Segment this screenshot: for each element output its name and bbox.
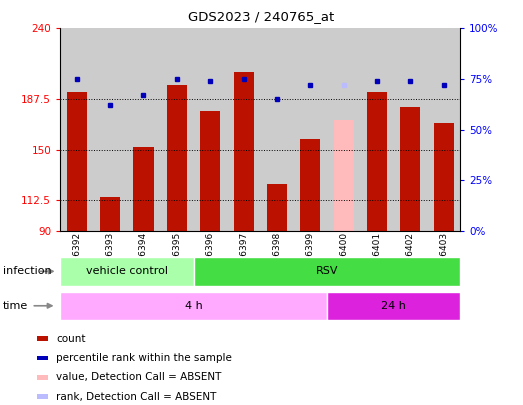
Bar	[227, 28, 260, 231]
Text: count: count	[56, 334, 85, 343]
Bar	[327, 292, 460, 320]
Text: RSV: RSV	[315, 266, 338, 276]
Bar	[400, 107, 420, 231]
Bar	[67, 92, 87, 231]
Bar	[194, 257, 460, 286]
Text: time: time	[3, 301, 28, 311]
Bar	[327, 28, 360, 231]
Bar	[334, 120, 354, 231]
Bar	[200, 111, 220, 231]
Bar	[60, 292, 327, 320]
Bar	[60, 257, 194, 286]
Text: 4 h: 4 h	[185, 301, 202, 311]
Text: GDS2023 / 240765_at: GDS2023 / 240765_at	[188, 10, 335, 23]
Bar	[100, 197, 120, 231]
Bar	[267, 183, 287, 231]
Bar	[367, 92, 387, 231]
Text: infection: infection	[3, 266, 51, 276]
Text: vehicle control: vehicle control	[86, 266, 168, 276]
Bar	[94, 28, 127, 231]
Bar	[133, 147, 154, 231]
Text: percentile rank within the sample: percentile rank within the sample	[56, 353, 232, 363]
Bar	[434, 123, 453, 231]
Bar	[293, 28, 327, 231]
Bar	[427, 28, 460, 231]
Bar	[167, 85, 187, 231]
Text: value, Detection Call = ABSENT: value, Detection Call = ABSENT	[56, 373, 221, 382]
Bar	[194, 28, 227, 231]
Bar	[160, 28, 194, 231]
Text: rank, Detection Call = ABSENT: rank, Detection Call = ABSENT	[56, 392, 217, 402]
Bar	[300, 139, 320, 231]
Text: 24 h: 24 h	[381, 301, 406, 311]
Bar	[60, 28, 94, 231]
Bar	[260, 28, 293, 231]
Bar	[394, 28, 427, 231]
Bar	[233, 72, 254, 231]
Bar	[127, 28, 160, 231]
Bar	[360, 28, 393, 231]
